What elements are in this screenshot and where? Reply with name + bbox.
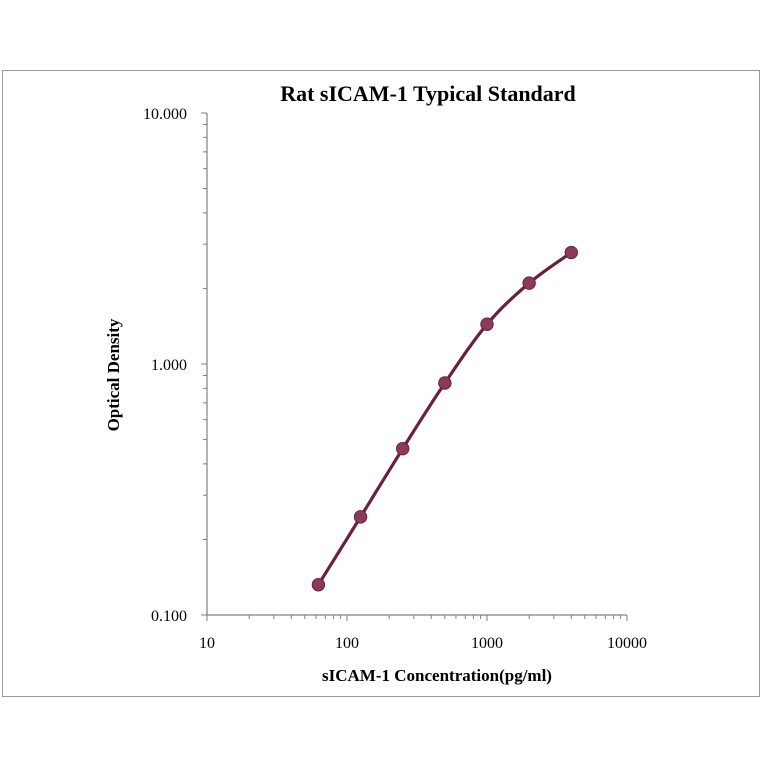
chart-frame [2,70,760,697]
series-layer [311,245,578,592]
axes [206,113,627,616]
data-point [438,376,452,390]
data-point [480,317,494,331]
y-tick-label: 10.000 [143,106,187,123]
y-tick-label: 1.000 [151,357,187,374]
y-tick-label: 0.100 [151,608,187,625]
data-point [396,441,410,456]
ticks: 10 100 1000 10000 0.100 1.000 10.000 [143,106,647,652]
chart-title: Rat sICAM-1 Typical Standard [280,81,576,106]
data-point [564,245,578,260]
x-tick-label: 10000 [607,635,647,652]
series-line [316,250,573,587]
data-point [311,578,326,592]
x-tick-label: 10 [199,635,215,652]
data-point [522,276,536,290]
data-point [353,510,368,524]
x-tick-label: 100 [335,635,359,652]
x-axis-label: sICAM-1 Concentration(pg/ml) [322,666,552,685]
y-axis-label: Optical Density [104,318,123,431]
x-tick-label: 1000 [471,635,503,652]
